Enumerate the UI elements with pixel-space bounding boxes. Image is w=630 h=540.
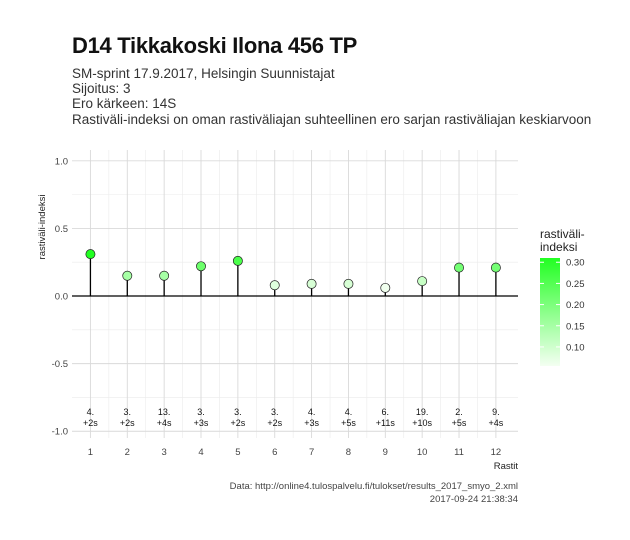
legend-tick-label: 0.30 xyxy=(566,258,585,269)
legend-colorbar xyxy=(540,258,560,366)
subtitle-line-2: Sijoitus: 3 xyxy=(72,81,131,96)
behind-label: +3s xyxy=(304,418,319,428)
subtitle-line-3: Ero kärkeen: 14S xyxy=(72,96,177,111)
subtitle-line-1: SM-sprint 17.9.2017, Helsingin Suunnista… xyxy=(72,66,335,81)
rank-label: 4. xyxy=(308,407,316,417)
caption-source: Data: http://online4.tulospalvelu.fi/tul… xyxy=(229,481,518,492)
x-tick-label: 1 xyxy=(88,447,93,458)
legend-tick-label: 0.15 xyxy=(566,321,585,332)
behind-label: +5s xyxy=(452,418,467,428)
rank-label: 4. xyxy=(87,407,95,417)
y-tick-label: 0.0 xyxy=(55,292,68,303)
rank-label: 3. xyxy=(197,407,205,417)
behind-label: +2s xyxy=(230,418,245,428)
behind-label: +2s xyxy=(120,418,135,428)
rank-label: 2. xyxy=(455,407,463,417)
x-tick-label: 7 xyxy=(309,447,314,458)
rank-label: 3. xyxy=(271,407,279,417)
behind-label: +4s xyxy=(157,418,172,428)
x-tick-label: 9 xyxy=(383,447,388,458)
legend-tick-label: 0.10 xyxy=(566,342,585,353)
x-tick-label: 6 xyxy=(272,447,277,458)
lollipop-point xyxy=(159,270,170,281)
lollipop-point xyxy=(490,262,501,273)
legend-title-line-2: indeksi xyxy=(540,240,577,254)
rank-label: 3. xyxy=(124,407,132,417)
lollipop-point xyxy=(417,276,428,287)
behind-label: +2s xyxy=(83,418,98,428)
rank-label: 13. xyxy=(158,407,171,417)
behind-label: +10s xyxy=(412,418,432,428)
x-tick-label: 10 xyxy=(417,447,428,458)
rank-label: 3. xyxy=(234,407,242,417)
behind-label: +11s xyxy=(376,418,396,428)
x-tick-label: 2 xyxy=(125,447,130,458)
lollipop-point xyxy=(269,280,280,291)
legend-title-line-1: rastiväli- xyxy=(540,227,585,241)
x-tick-label: 4 xyxy=(198,447,203,458)
x-axis-label: Rastit xyxy=(494,461,519,472)
x-tick-label: 11 xyxy=(454,447,464,458)
lollipop-point xyxy=(306,278,317,289)
legend-tick-label: 0.20 xyxy=(566,300,585,311)
behind-label: +3s xyxy=(194,418,209,428)
x-tick-label: 5 xyxy=(235,447,240,458)
x-tick-label: 3 xyxy=(162,447,167,458)
lollipop-point xyxy=(196,261,206,272)
lollipop-point xyxy=(454,262,464,273)
legend-tick-label: 0.25 xyxy=(566,279,585,290)
lollipop-point xyxy=(85,249,96,260)
caption-timestamp: 2017-09-24 21:38:34 xyxy=(429,494,518,505)
rank-label: 6. xyxy=(382,407,390,417)
lollipop-point xyxy=(232,255,243,266)
y-tick-label: 1.0 xyxy=(55,156,68,167)
lollipop-point xyxy=(122,270,133,281)
behind-label: +4s xyxy=(489,418,504,428)
behind-label: +2s xyxy=(267,418,282,428)
rank-label: 19. xyxy=(416,407,429,417)
subtitle-line-4: Rastiväli-indeksi on oman rastiväliajan … xyxy=(72,112,592,127)
lollipop-point xyxy=(343,278,354,289)
y-tick-label: -1.0 xyxy=(52,427,68,438)
y-tick-label: 0.5 xyxy=(55,224,68,235)
y-axis-label: rastiväli-indeksi xyxy=(37,195,48,260)
rank-label: 4. xyxy=(345,407,353,417)
chart-title: D14 Tikkakoski Ilona 456 TP xyxy=(72,33,357,58)
x-tick-label: 8 xyxy=(346,447,351,458)
y-tick-label: -0.5 xyxy=(52,359,68,370)
behind-label: +5s xyxy=(341,418,356,428)
x-tick-label: 12 xyxy=(491,447,502,458)
rank-label: 9. xyxy=(492,407,500,417)
lollipop-point xyxy=(380,282,391,293)
